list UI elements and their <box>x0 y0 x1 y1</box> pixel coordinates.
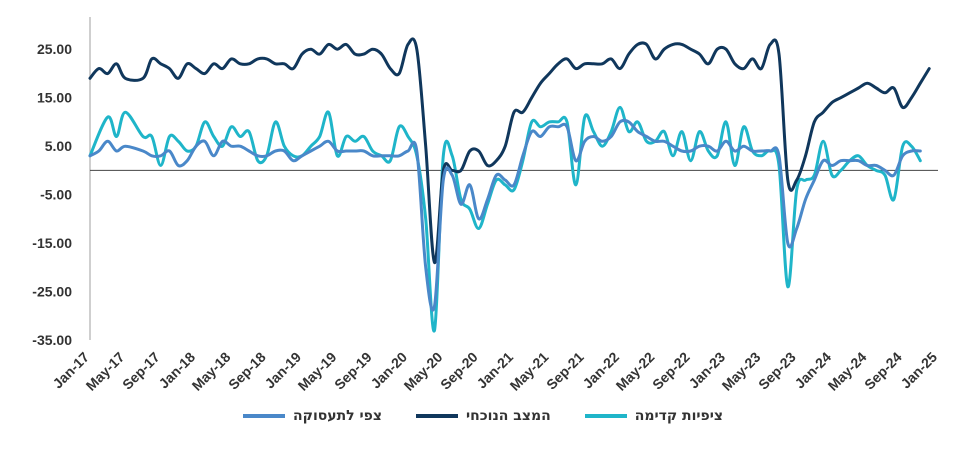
legend-item-current-situation: המצב הנוכחי <box>415 408 551 424</box>
legend-item-employment-outlook: צפי לתעסוקה <box>243 408 382 424</box>
x-tick-label: May-20 <box>401 349 446 394</box>
series-line-1 <box>88 37 931 265</box>
y-tick-label: -25.00 <box>32 284 72 300</box>
y-tick-label: 15.00 <box>37 90 72 106</box>
x-tick-label: Sep-23 <box>755 349 799 393</box>
x-tick-label: May-22 <box>613 349 658 394</box>
series-line-2 <box>88 118 922 312</box>
y-tick-label: -5.00 <box>40 187 72 203</box>
legend-label: ציפיות קדימה <box>634 408 723 424</box>
legend-swatch <box>415 414 458 418</box>
x-tick-label: Sep-17 <box>119 349 163 393</box>
y-tick-label: -35.00 <box>32 332 72 348</box>
y-tick-label: -15.00 <box>32 235 72 251</box>
x-tick-label: Sep-21 <box>543 349 587 393</box>
y-axis: 25.00 15.00 5.00 -5.00 -15.00 -25.00 -35.00 <box>32 17 91 348</box>
x-tick-label: May-18 <box>189 349 234 394</box>
legend-label: צפי לתעסוקה <box>293 408 382 424</box>
x-axis: Jan-17May-17Sep-17Jan-18May-18Sep-18Jan-… <box>49 169 940 394</box>
legend-label: המצב הנוכחי <box>465 408 551 424</box>
series-lines <box>88 37 931 333</box>
x-tick-label: May-24 <box>825 349 870 394</box>
x-tick-label: May-19 <box>295 349 340 394</box>
x-tick-label: Sep-24 <box>861 349 905 393</box>
legend-swatch <box>584 414 627 418</box>
x-tick-label: Sep-20 <box>437 349 481 393</box>
x-tick-label: May-17 <box>83 349 128 394</box>
y-tick-label: 5.00 <box>45 138 72 154</box>
x-tick-label: May-23 <box>719 349 764 394</box>
line-chart: 25.00 15.00 5.00 -5.00 -15.00 -25.00 -35.00 Ja… <box>32 17 940 394</box>
x-tick-label: May-21 <box>507 349 552 394</box>
y-tick-label: 25.00 <box>37 41 72 57</box>
x-tick-label: Sep-18 <box>225 349 269 393</box>
legend: ציפיות קדימה המצב הנוכחי צפי לתעסוקה <box>0 408 966 424</box>
legend-item-forward-expectations: ציפיות קדימה <box>584 408 723 424</box>
x-tick-label: Sep-19 <box>331 349 375 393</box>
x-tick-label: Jan-25 <box>897 349 940 392</box>
series-line-0 <box>88 105 922 333</box>
legend-swatch <box>243 414 286 418</box>
x-tick-label: Sep-22 <box>649 349 693 393</box>
